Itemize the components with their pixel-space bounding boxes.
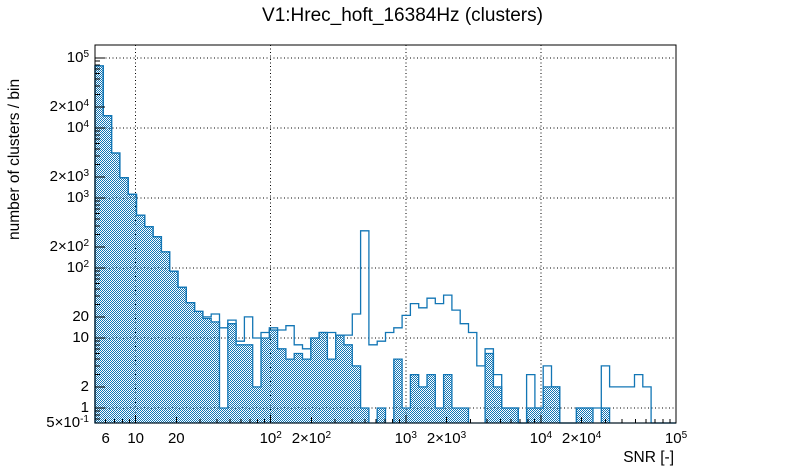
y-tick-label: 102 (66, 259, 89, 276)
chart-title: V1:Hrec_hoft_16384Hz (clusters) (262, 5, 543, 26)
x-tick-label: 2×102 (291, 430, 332, 447)
y-tick-label: 1 (80, 399, 89, 416)
y-tick-label: 105 (66, 49, 89, 66)
x-tick-label: 102 (259, 430, 282, 447)
x-tick-label: 2×104 (561, 430, 602, 447)
plot-frame (94, 44, 677, 424)
x-tick-label: 2×103 (426, 430, 467, 447)
y-tick-label: 2×102 (49, 237, 89, 255)
x-tick-label: 103 (394, 430, 417, 447)
x-tick-label: 20 (167, 430, 185, 447)
x-tick-label: 104 (529, 430, 553, 447)
histogram-filled (94, 65, 676, 424)
y-tick-label: 20 (72, 307, 89, 325)
x-tick-label: 105 (664, 430, 688, 447)
y-tick-label: 10 (72, 329, 89, 346)
y-tick-label: 103 (66, 189, 89, 206)
y-tick-label: 5×10-1 (46, 414, 89, 431)
y-tick-label: 2 (80, 377, 89, 395)
histogram-outline (94, 65, 676, 424)
y-tick-label: 2×103 (49, 167, 89, 185)
y-tick-label: 2×104 (49, 97, 89, 115)
y-tick-label: 104 (66, 119, 89, 136)
x-tick-label: 6 (101, 430, 110, 447)
x-axis-title: SNR [-] (623, 449, 674, 466)
x-tick-label: 10 (127, 430, 145, 447)
